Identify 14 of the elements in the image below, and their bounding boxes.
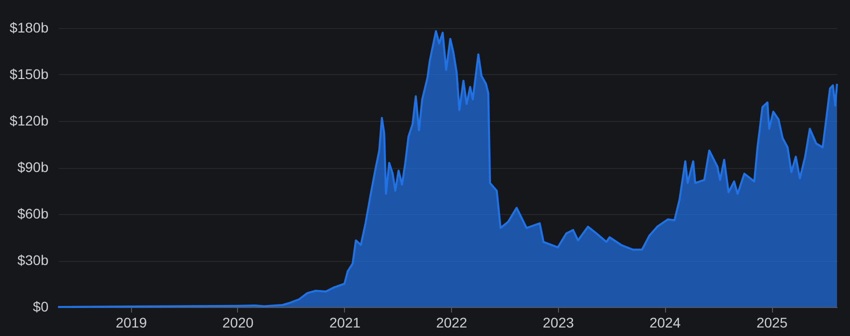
x-tick-label: 2022 <box>436 314 468 330</box>
y-tick-label: $90b <box>17 159 49 175</box>
x-tick-label: 2021 <box>329 314 361 330</box>
y-tick-label: $120b <box>10 112 49 128</box>
x-tick-label: 2024 <box>649 314 681 330</box>
y-tick-label: $30b <box>17 252 49 268</box>
y-tick-label: $0 <box>32 298 49 314</box>
x-tick-label: 2019 <box>116 314 148 330</box>
x-tick-label: 2020 <box>222 314 254 330</box>
y-tick-label: $150b <box>10 66 49 82</box>
x-tick-label: 2025 <box>756 314 788 330</box>
y-tick-label: $180b <box>10 20 49 36</box>
x-tick-label: 2023 <box>542 314 574 330</box>
y-tick-label: $60b <box>17 206 49 222</box>
